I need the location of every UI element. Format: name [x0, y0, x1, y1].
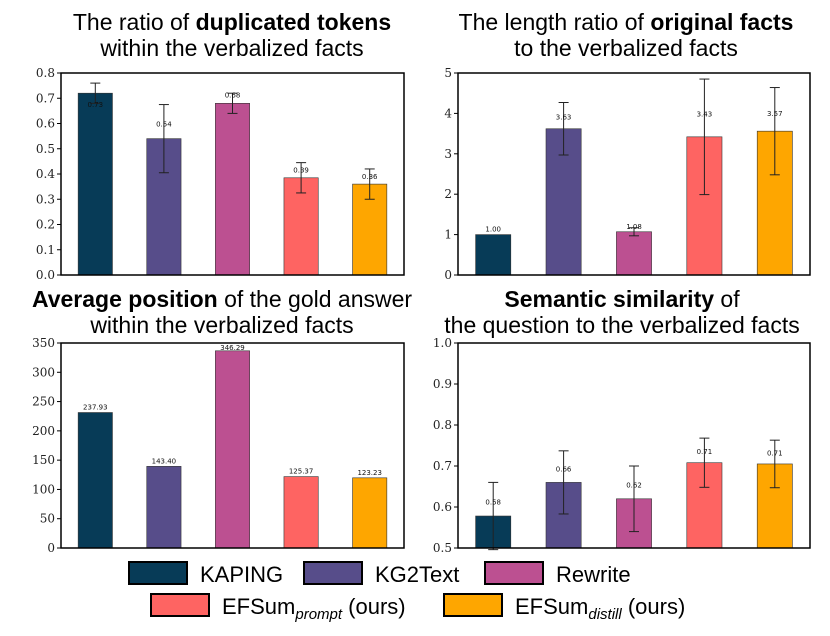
data-label-rewrite: 0.68	[225, 91, 241, 99]
data-label-kg2text: 143.40	[152, 457, 177, 465]
y-tick-label: 350	[32, 336, 55, 350]
legend-swatch-efsum-prompt	[150, 593, 210, 617]
y-tick-label: 0.8	[433, 418, 452, 432]
chart-title-line-1: Semantic similarity of	[504, 286, 740, 312]
legend-swatch-kg2text	[303, 561, 363, 585]
data-label-efsum-prompt: 0.39	[293, 166, 309, 174]
y-tick-label: 0	[444, 268, 452, 282]
data-label-rewrite: 1.08	[626, 223, 642, 231]
legend-label-efsum-distill: EFSumdistill (ours)	[515, 594, 685, 623]
legend-swatch-rewrite	[484, 561, 544, 585]
y-tick-label: 0.6	[36, 117, 55, 131]
legend-label-kaping: KAPING	[200, 562, 283, 587]
y-tick-label: 2	[444, 187, 452, 201]
data-label-kg2text: 3.63	[556, 114, 572, 122]
data-label-kaping: 0.58	[485, 498, 501, 506]
y-tick-label: 0.1	[36, 243, 55, 257]
chart-title-line-2: to the verbalized facts	[514, 35, 738, 61]
y-tick-label: 150	[32, 453, 55, 467]
bar-kaping	[77, 412, 113, 549]
y-tick-label: 5	[444, 66, 452, 80]
chart-title-line-2: within the verbalized facts	[89, 312, 353, 338]
bar-kaping	[475, 234, 512, 276]
data-label-kaping: 0.73	[88, 101, 104, 109]
y-tick-label: 0.7	[433, 459, 452, 473]
axes-frame	[60, 72, 405, 276]
y-tick-label: 1.0	[433, 336, 452, 350]
data-label-efsum-prompt: 0.71	[697, 448, 713, 456]
y-tick-label: 50	[40, 512, 55, 526]
y-tick-label: 0.6	[433, 500, 452, 514]
bar-rewrite	[215, 350, 250, 549]
data-label-rewrite: 0.62	[626, 481, 642, 489]
y-tick-label: 0.8	[36, 66, 55, 80]
data-label-efsum-distill: 3.57	[767, 110, 783, 118]
y-tick-label: 0.5	[36, 142, 55, 156]
data-label-efsum-prompt: 125.37	[289, 468, 314, 476]
data-label-kaping: 1.00	[485, 226, 501, 234]
y-tick-label: 0.9	[433, 377, 452, 391]
legend: KAPING KG2Text Rewrite EFSumprompt (ours) EF…	[128, 561, 685, 623]
data-label-efsum-prompt: 3.43	[697, 111, 713, 119]
data-label-efsum-distill: 0.36	[362, 173, 378, 181]
data-label-efsum-distill: 123.23	[357, 469, 382, 477]
chart-title-line-1: The length ratio of original facts	[459, 9, 794, 35]
legend-swatch-efsum-distill	[443, 593, 503, 617]
data-label-rewrite: 346.29	[220, 344, 245, 352]
legend-label-efsum-prompt: EFSumprompt (ours)	[222, 594, 406, 623]
bar-efsum-distill	[352, 477, 388, 549]
chart-title-line-1: The ratio of duplicated tokens	[73, 9, 391, 35]
chart-average-position: Average position of the gold answerwithi…	[32, 286, 412, 555]
y-tick-label: 250	[32, 395, 55, 409]
chart-title-line-1: Average position of the gold answer	[32, 286, 412, 312]
data-label-kg2text: 0.54	[156, 121, 172, 129]
y-tick-label: 0.2	[36, 218, 55, 232]
legend-label-rewrite: Rewrite	[556, 562, 631, 587]
chart-title-line-2: the question to the verbalized facts	[444, 312, 799, 338]
axes-frame	[457, 72, 811, 276]
chart-title-line-2: within the verbalized facts	[99, 35, 363, 61]
legend-swatch-kaping	[128, 561, 188, 585]
bar-kaping	[77, 92, 113, 276]
y-tick-label: 0.7	[36, 91, 55, 105]
data-label-kaping: 237.93	[83, 404, 108, 412]
data-label-kg2text: 0.66	[556, 465, 572, 473]
y-tick-label: 0.3	[36, 192, 55, 206]
bar-rewrite	[215, 103, 250, 276]
y-tick-label: 0.0	[36, 268, 55, 282]
axes-frame	[60, 342, 405, 549]
y-tick-label: 1	[444, 228, 452, 242]
y-tick-label: 0.4	[36, 167, 55, 181]
y-tick-label: 4	[444, 106, 452, 120]
axes-frame	[457, 342, 811, 549]
y-tick-label: 100	[32, 482, 55, 496]
y-tick-label: 300	[32, 365, 55, 379]
y-tick-label: 3	[444, 147, 452, 161]
legend-label-kg2text: KG2Text	[375, 562, 459, 587]
y-tick-label: 200	[32, 424, 55, 438]
bar-efsum-prompt	[283, 476, 319, 549]
y-tick-label: 0.5	[433, 541, 452, 555]
data-label-efsum-distill: 0.71	[767, 450, 783, 458]
bar-kg2text	[146, 466, 182, 549]
bar-rewrite	[616, 231, 652, 276]
y-tick-label: 0	[47, 541, 55, 555]
